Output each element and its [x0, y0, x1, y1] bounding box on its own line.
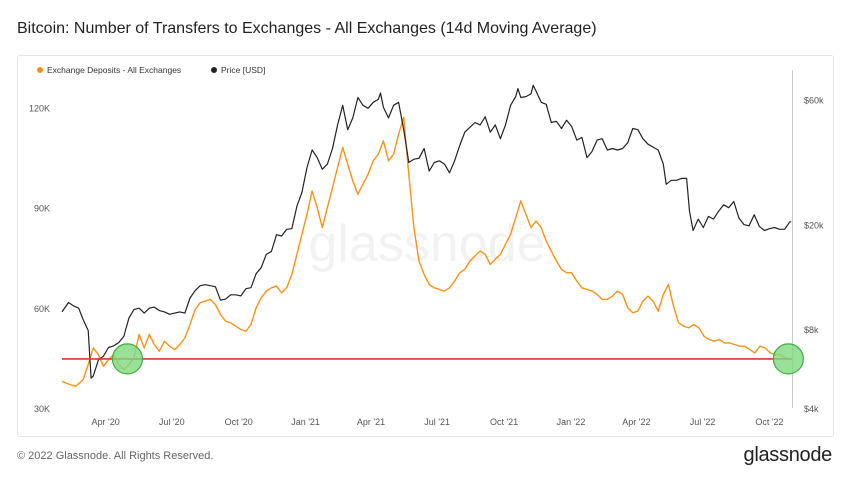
chart-title: Bitcoin: Number of Transfers to Exchange… [17, 20, 597, 37]
price-line [61, 84, 792, 379]
x-tick-label: Oct '21 [490, 417, 518, 427]
x-tick-label: Apr '20 [92, 417, 120, 427]
y-left-tick-label: 120K [29, 103, 50, 113]
x-tick-label: Apr '22 [622, 417, 650, 427]
highlight-circle [772, 343, 804, 375]
y-right-tick-label: $8k [804, 325, 819, 335]
x-tick-label: Jul '20 [159, 417, 185, 427]
legend-label-deposits: Exchange Deposits - All Exchanges [47, 65, 181, 75]
x-tick-label: Jan '22 [557, 417, 586, 427]
x-tick-label: Jan '21 [291, 417, 320, 427]
x-tick-label: Jul '21 [424, 417, 450, 427]
legend: Exchange Deposits - All Exchanges Price [… [37, 65, 265, 75]
copyright-text: © 2022 Glassnode. All Rights Reserved. [17, 450, 214, 462]
x-tick-label: Jul '22 [690, 417, 716, 427]
legend-dot-price [211, 67, 217, 73]
y-left-tick-label: 60K [34, 304, 50, 314]
exchange-deposits-line [61, 116, 791, 387]
x-tick-label: Apr '21 [357, 417, 385, 427]
glassnode-logo[interactable]: glassnode [743, 444, 833, 466]
highlight-circle [111, 343, 144, 375]
y-right-tick-label: $20k [804, 221, 824, 231]
y-right-tick-label: $4k [804, 404, 819, 414]
x-tick-label: Oct '20 [225, 417, 253, 427]
x-tick-label: Oct '22 [755, 417, 783, 427]
y-left-tick-label: 90K [34, 204, 50, 214]
legend-label-price: Price [USD] [221, 65, 265, 75]
y-left-tick-label: 30K [34, 404, 50, 414]
legend-dot-deposits [37, 67, 43, 73]
watermark-text: glassnode [308, 215, 545, 273]
chart-canvas: glassnode 30K 60K 90K 120K $4k $8k $20k $60k Apr … [29, 65, 824, 427]
chart-panel: glassnode 30K 60K 90K 120K $4k $8k $20k $60k Apr … [17, 55, 834, 437]
y-right-tick-label: $60k [804, 95, 824, 105]
